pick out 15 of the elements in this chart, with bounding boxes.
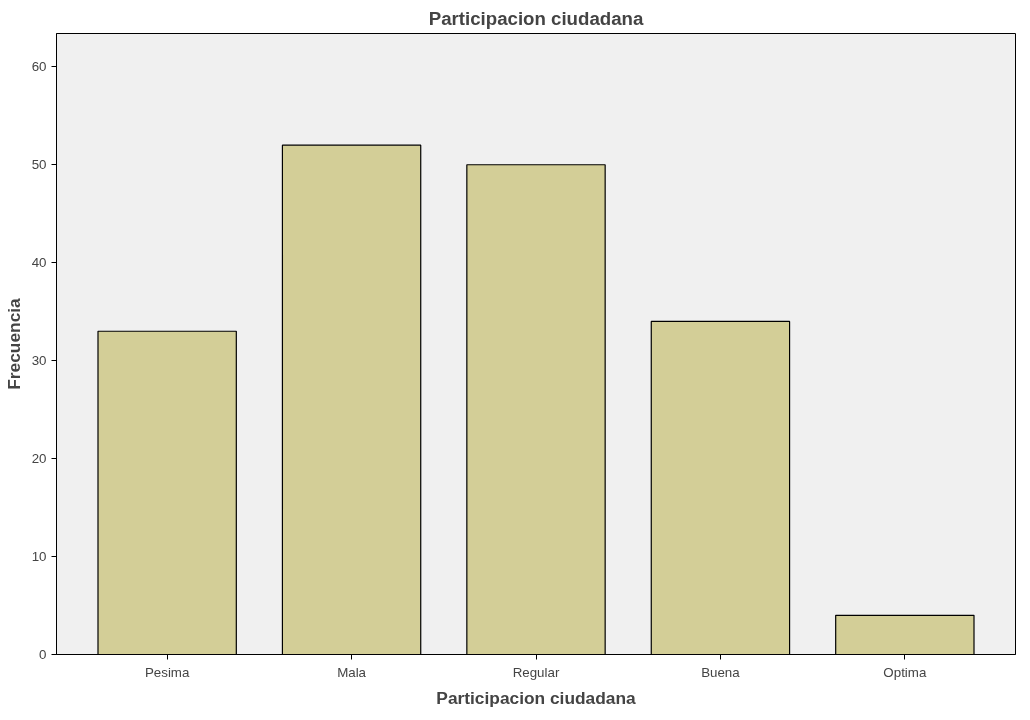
- x-tick-label: Buena: [701, 664, 741, 680]
- y-tick-label: 40: [31, 255, 47, 271]
- y-tick-label: 20: [31, 451, 47, 467]
- y-tick-label: 50: [31, 157, 47, 173]
- y-tick-label: 10: [31, 549, 47, 565]
- y-axis-title: Frecuencia: [3, 297, 24, 390]
- x-axis-title: Participacion ciudadana: [436, 687, 637, 708]
- x-tick-label: Pesima: [144, 664, 190, 680]
- y-tick-label: 30: [31, 353, 47, 369]
- y-tick-label: 60: [31, 59, 47, 75]
- y-tick-label: 0: [39, 647, 47, 662]
- x-tick-label: Optima: [883, 664, 927, 680]
- x-tick-label: Mala: [337, 664, 367, 680]
- chart-title: Participacion ciudadana: [428, 7, 644, 29]
- x-tick-label: Regular: [512, 664, 560, 680]
